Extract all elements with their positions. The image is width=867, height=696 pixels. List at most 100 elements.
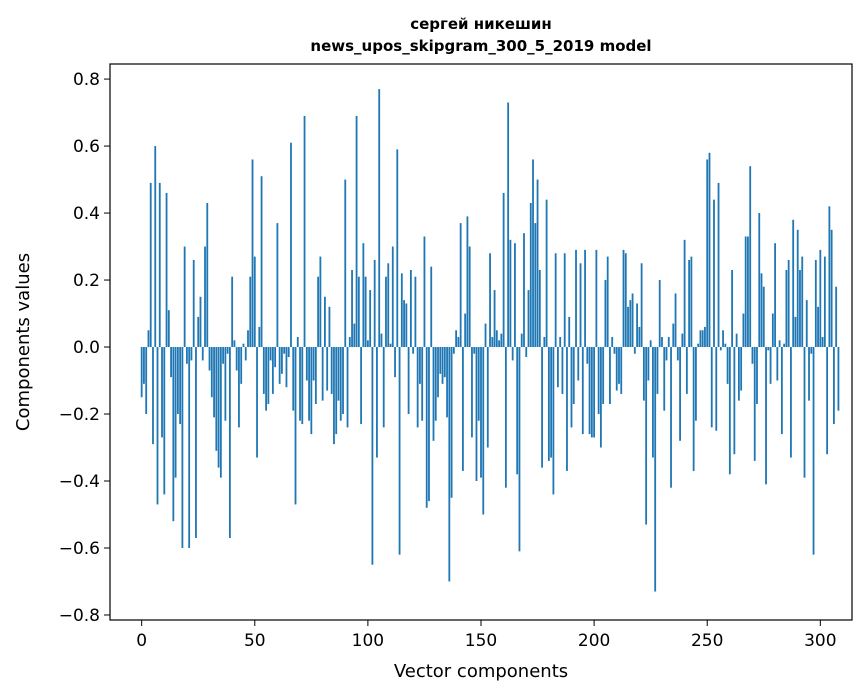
bar — [208, 347, 211, 371]
bar — [740, 347, 743, 391]
bar — [652, 347, 654, 458]
bar — [516, 347, 519, 475]
bar — [611, 336, 614, 348]
bar — [357, 276, 360, 348]
x-tick-label: 200 — [578, 631, 610, 651]
bar — [747, 236, 749, 348]
bar — [443, 347, 446, 378]
bar — [391, 246, 394, 348]
bar — [790, 347, 792, 458]
bar — [163, 347, 166, 495]
bar — [595, 249, 598, 348]
bar — [373, 259, 376, 348]
y-tick-label: 0.8 — [73, 70, 100, 90]
bar — [676, 347, 679, 361]
bar — [722, 330, 724, 348]
bar — [511, 347, 514, 361]
bar — [618, 347, 620, 384]
bar — [303, 115, 306, 348]
bar — [382, 347, 385, 428]
bar — [794, 316, 797, 348]
bar — [613, 347, 616, 354]
bar — [572, 347, 575, 404]
bar — [219, 347, 222, 478]
plot-frame — [109, 63, 853, 621]
bar — [758, 213, 761, 348]
bar — [283, 347, 286, 354]
y-tick-label: 0.0 — [73, 338, 100, 358]
bar — [803, 347, 806, 478]
bar — [692, 347, 695, 471]
bar — [371, 347, 374, 565]
bar — [149, 182, 152, 348]
bar — [586, 347, 589, 364]
bar — [409, 269, 412, 348]
bar — [398, 347, 401, 555]
bar — [547, 347, 550, 461]
bar — [570, 347, 573, 428]
bar — [606, 256, 609, 348]
bar — [305, 347, 308, 381]
bar — [681, 333, 684, 348]
bar — [262, 347, 265, 394]
bar — [333, 347, 335, 445]
bar — [348, 336, 351, 348]
bar — [776, 347, 779, 381]
bar — [532, 159, 534, 348]
bar — [552, 347, 555, 495]
bar — [647, 347, 650, 381]
bar — [222, 347, 225, 364]
bar — [434, 347, 437, 421]
bar — [308, 347, 310, 421]
bar — [518, 347, 521, 552]
bar — [271, 347, 274, 394]
bar — [502, 192, 505, 348]
bar — [683, 239, 686, 348]
bar — [428, 347, 430, 502]
bar — [167, 310, 170, 348]
bar — [471, 347, 473, 438]
bar — [493, 290, 496, 348]
bar — [321, 347, 324, 401]
bar — [704, 326, 706, 348]
bar — [351, 269, 353, 348]
bar — [604, 280, 607, 348]
bar — [140, 347, 143, 398]
bar — [695, 347, 697, 421]
bar — [452, 347, 455, 354]
y-axis-label: Components values — [13, 253, 34, 431]
bar — [355, 115, 358, 348]
bar — [437, 347, 439, 398]
bar — [267, 347, 270, 404]
bar — [620, 347, 623, 394]
bar — [780, 347, 783, 435]
bar — [430, 266, 433, 348]
bar — [787, 259, 790, 348]
bar — [394, 347, 396, 378]
bar — [568, 316, 571, 348]
bar — [805, 300, 808, 348]
bar — [627, 306, 629, 348]
bar — [165, 192, 168, 348]
bar — [762, 286, 765, 348]
bar — [380, 333, 383, 348]
y-tick-label: 0.6 — [73, 137, 100, 157]
bar — [751, 347, 754, 364]
bar — [792, 219, 795, 348]
bar — [674, 293, 677, 348]
bar — [414, 276, 417, 348]
bar — [190, 347, 193, 361]
bar — [145, 347, 148, 415]
bar — [482, 347, 485, 515]
bar — [466, 216, 469, 348]
bar — [810, 347, 813, 354]
bar — [199, 296, 202, 348]
bar — [174, 347, 177, 478]
bar — [584, 249, 586, 348]
bar — [679, 347, 681, 441]
ticks-group: 0 50 100 150 200 250 300 −0.8 −0.6 −0.4 −0.2 0.0 0.2… — [59, 70, 837, 651]
bar — [181, 347, 184, 548]
chart-title-line-1: сергей никешин — [410, 15, 552, 33]
bar — [504, 347, 507, 488]
